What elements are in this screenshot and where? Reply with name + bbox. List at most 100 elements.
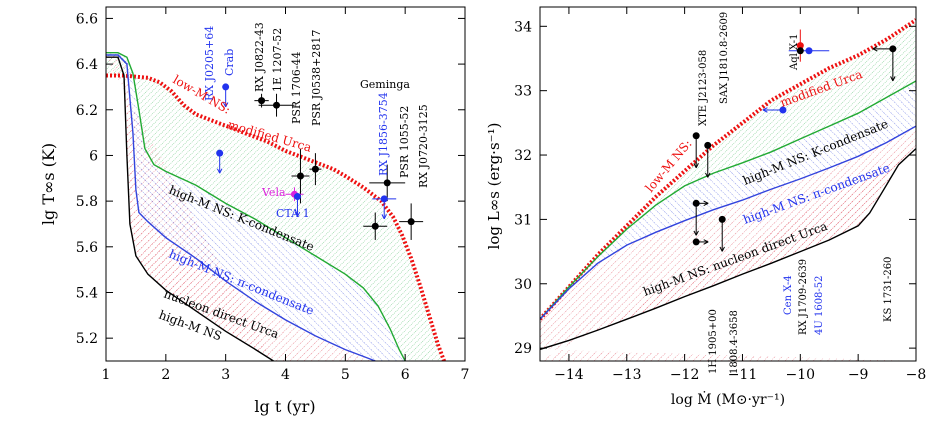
label-rx-j0720: RX J0720-3125 xyxy=(417,104,430,188)
right-point-7 xyxy=(692,199,709,236)
left-y-axis-label: lg T∞s (K) xyxy=(39,143,58,225)
right-curve-2 xyxy=(540,125,916,320)
left-xtick-label-5: 6 xyxy=(401,367,410,383)
right-region-direct-urca-to-pi xyxy=(540,126,916,350)
left-point-11 xyxy=(216,149,224,174)
right-point-2 xyxy=(796,47,804,55)
left-point-5 xyxy=(369,164,406,202)
left-point-10 xyxy=(222,83,230,108)
label-1h-1905: 1H 1905+00 xyxy=(708,309,719,374)
right-curve-1 xyxy=(540,80,916,320)
left-axis-ticks: 1 2 3 4 5 6 7 5.2 5.4 5.6 5.8 6 6.2 6.4 6.6 xyxy=(76,7,470,383)
label-vela: Vela xyxy=(261,186,286,199)
left-region-direct-urca-to-pi xyxy=(106,55,376,361)
label-4u-1608: 4U 1608-52 xyxy=(814,275,825,335)
right-xtick-label-2: −12 xyxy=(670,367,700,383)
right-ytick-label-2: 31 xyxy=(514,212,532,228)
left-source-labels: RX J0205+64 Crab RX J0822-43 1E 1207-52 … xyxy=(203,22,430,220)
label-rx-j0822: RX J0822-43 xyxy=(253,22,266,92)
right-y-axis-label: log L∞s (erg·s⁻¹) xyxy=(485,123,503,250)
left-curve-3 xyxy=(106,56,274,361)
right-ytick-label-5: 34 xyxy=(514,19,532,35)
left-xtick-label-6: 7 xyxy=(461,367,470,383)
right-xtick-label-5: −9 xyxy=(848,367,869,383)
right-plot-frame xyxy=(539,6,917,362)
left-point-4 xyxy=(363,212,388,240)
right-ytick-label-3: 32 xyxy=(514,148,532,164)
right-ytick-label-1: 30 xyxy=(514,277,532,293)
label-sax-j1810: SAX J1810.8-2609 xyxy=(719,12,730,104)
left-cooling-curves xyxy=(106,52,446,361)
right-ytick-label-0: 29 xyxy=(514,341,532,357)
right-region-pi-to-k xyxy=(540,81,916,320)
left-ytick-label-2: 5.6 xyxy=(76,240,98,256)
right-region-k-to-modified-urca xyxy=(540,19,916,320)
left-ytick-label-7: 6.6 xyxy=(76,11,98,27)
label-cta1: CTA 1 xyxy=(276,207,310,220)
label-cen-x4: Cen X-4 xyxy=(783,275,794,315)
left-point-6 xyxy=(399,203,424,240)
left-ytick-label-5: 6.2 xyxy=(76,103,98,119)
right-point-1 xyxy=(788,47,830,55)
left-xtick-label-0: 1 xyxy=(102,367,111,383)
left-point-9 xyxy=(293,193,301,217)
right-point-4 xyxy=(762,106,787,114)
label-rx-j1709: RX J1709-2639 xyxy=(798,259,809,335)
label-xte-j2123: XTE J2123-058 xyxy=(698,50,709,126)
right-source-labels: Aql X-1 XTE J2123-058 SAX J1810.8-2609 1… xyxy=(698,12,894,374)
left-point-3 xyxy=(309,153,322,186)
right-curve-3 xyxy=(540,148,916,351)
label-ks-1731: KS 1731-260 xyxy=(883,257,894,322)
left-ytick-label-0: 5.2 xyxy=(76,331,98,347)
left-curve-0 xyxy=(106,73,446,361)
label-psr-1055: PSR 1055-52 xyxy=(398,106,411,178)
right-panel: −14 −13 −12 −11 −10 −9 −8 29 30 31 32 33 34 log Ṁ (M… xyxy=(485,6,926,408)
left-curve-2 xyxy=(106,54,376,361)
label-psr-1706: PSR 1706-44 xyxy=(290,52,303,124)
left-hatched-regions xyxy=(106,52,445,361)
left-ytick-label-3: 5.8 xyxy=(76,194,98,210)
label-geminga: Geminga xyxy=(360,78,410,91)
left-xtick-label-1: 2 xyxy=(161,367,170,383)
right-xtick-label-4: −10 xyxy=(786,367,816,383)
left-xtick-label-4: 5 xyxy=(341,367,350,383)
left-point-1 xyxy=(258,93,295,117)
right-point-8 xyxy=(692,238,709,246)
label-rx-j0205: RX J0205+64 xyxy=(203,26,216,101)
label-aql-x1: Aql X-1 xyxy=(789,33,800,71)
right-point-6 xyxy=(704,141,712,178)
right-ytick-label-4: 33 xyxy=(514,84,532,100)
label-rx-j1856: RX J1856-3754 xyxy=(377,92,390,176)
left-region-k-to-modified-urca xyxy=(106,52,445,361)
label-crab: Crab xyxy=(223,49,236,76)
left-x-axis-label: lg t (yr) xyxy=(254,397,315,416)
right-x-axis-label: log Ṁ (M⊙·yr⁻¹) xyxy=(671,390,785,408)
left-xtick-label-3: 4 xyxy=(281,367,290,383)
label-psr-j0538: PSR J0538+2817 xyxy=(310,30,323,126)
right-point-9 xyxy=(718,215,726,252)
left-panel: 1 2 3 4 5 6 75.25.45.65.866.26.46.6 lg t (yr) … xyxy=(39,6,470,416)
left-point-7 xyxy=(372,195,397,220)
label-1808: 1808.4-3658 xyxy=(729,310,740,374)
right-point-0 xyxy=(796,29,804,62)
left-ytick-label-1: 5.4 xyxy=(76,285,98,301)
left-ytick-label-6: 6.4 xyxy=(76,57,98,73)
right-xtick-label-3: −11 xyxy=(728,367,758,383)
left-ytick-label-4: 6 xyxy=(89,148,98,164)
left-region-pi-to-k xyxy=(106,52,406,361)
label-1e-1207: 1E 1207-52 xyxy=(271,28,284,92)
right-point-5 xyxy=(692,132,700,168)
left-xtick-label-2: 3 xyxy=(221,367,230,383)
right-xtick-label-0: −14 xyxy=(554,367,584,383)
right-xtick-label-1: −13 xyxy=(612,367,642,383)
right-cooling-curves xyxy=(540,18,916,351)
left-data-points xyxy=(216,83,424,240)
right-axis-ticks: −14 −13 −12 −11 −10 −9 −8 29 30 31 32 33 34 xyxy=(514,7,926,383)
left-curve-1 xyxy=(106,52,406,361)
right-point-3 xyxy=(872,45,897,82)
right-xtick-label-6: −8 xyxy=(906,367,926,383)
right-hatched-regions xyxy=(540,19,916,361)
right-curve-0 xyxy=(540,18,916,321)
right-data-points xyxy=(692,29,897,252)
